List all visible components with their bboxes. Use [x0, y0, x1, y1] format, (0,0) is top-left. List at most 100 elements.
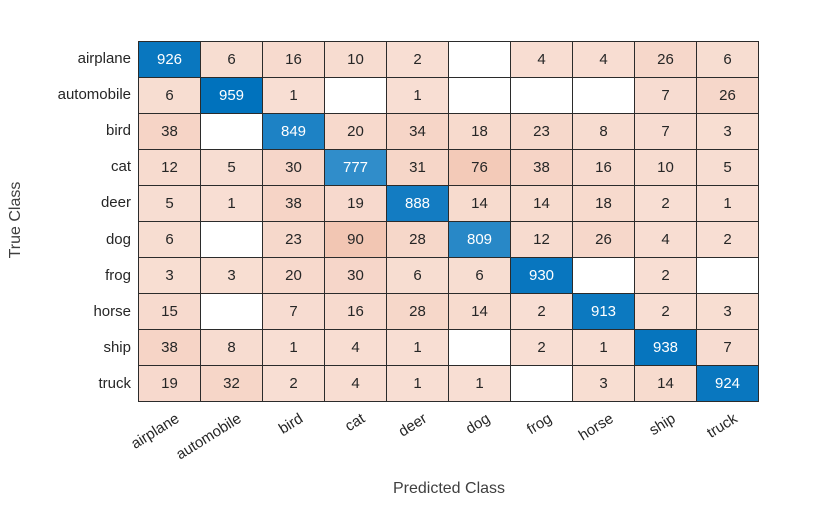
- matrix-cell: 1: [262, 77, 325, 114]
- matrix-row: 38 849 20 34 18 23 8 7 3: [138, 113, 759, 150]
- col-tick-label: horse: [575, 410, 617, 445]
- matrix-cell: [572, 77, 635, 114]
- matrix-row: 5 1 38 19 888 14 14 18 2 1: [138, 185, 759, 222]
- matrix-cell: 6: [200, 41, 263, 78]
- matrix-cell: 1: [200, 185, 263, 222]
- matrix-cell: [448, 77, 511, 114]
- matrix-cell: 26: [572, 221, 635, 258]
- matrix-cell: 2: [696, 221, 759, 258]
- matrix-cell: 34: [386, 113, 449, 150]
- matrix-cell: 1: [386, 77, 449, 114]
- matrix-cell: 1: [386, 365, 449, 402]
- matrix-cell: [448, 329, 511, 366]
- matrix-cell: [572, 257, 635, 294]
- matrix-cell: 12: [510, 221, 573, 258]
- x-axis-title: Predicted Class: [392, 480, 506, 497]
- matrix-cell: 959: [200, 77, 263, 114]
- matrix-cell: 6: [696, 41, 759, 78]
- col-tick-label: dog: [462, 410, 493, 438]
- matrix-cell: 1: [572, 329, 635, 366]
- matrix-cell: 7: [696, 329, 759, 366]
- matrix-cell: 16: [262, 41, 325, 78]
- matrix-cell: 8: [572, 113, 635, 150]
- col-tick-label: frog: [523, 410, 555, 439]
- matrix-cell: 913: [572, 293, 635, 330]
- matrix-cell: 14: [634, 365, 697, 402]
- matrix-cell: 2: [510, 329, 573, 366]
- matrix-cell: 930: [510, 257, 573, 294]
- matrix-cell: 849: [262, 113, 325, 150]
- matrix-cell: 90: [324, 221, 387, 258]
- matrix-cell: 14: [510, 185, 573, 222]
- matrix-cell: 1: [448, 365, 511, 402]
- row-tick-label: ship: [103, 338, 131, 356]
- matrix-cell: 2: [634, 293, 697, 330]
- col-tick-label: truck: [704, 410, 741, 442]
- matrix-row: 19 32 2 4 1 1 3 14 924: [138, 365, 759, 402]
- matrix-cell: [200, 113, 263, 150]
- matrix-cell: 30: [324, 257, 387, 294]
- matrix-cell: 938: [634, 329, 697, 366]
- matrix-cell: 18: [572, 185, 635, 222]
- matrix-cell: [510, 365, 573, 402]
- matrix-cell: 3: [696, 293, 759, 330]
- matrix-cell: 926: [138, 41, 201, 78]
- y-axis-title: True Class: [7, 181, 24, 259]
- matrix-cell: 2: [262, 365, 325, 402]
- matrix-cell: 2: [386, 41, 449, 78]
- matrix-cell: 26: [696, 77, 759, 114]
- row-tick-label: truck: [98, 374, 131, 392]
- matrix-cell: 32: [200, 365, 263, 402]
- matrix-cell: 2: [634, 257, 697, 294]
- matrix-cell: 30: [262, 149, 325, 186]
- matrix-cell: 38: [262, 185, 325, 222]
- matrix-cell: 19: [324, 185, 387, 222]
- matrix-cell: 3: [572, 365, 635, 402]
- matrix-cell: 20: [324, 113, 387, 150]
- matrix-cell: 14: [448, 293, 511, 330]
- col-tick-label: deer: [395, 410, 431, 441]
- matrix-cell: 6: [448, 257, 511, 294]
- row-tick-label: bird: [105, 122, 131, 140]
- matrix-cell: 2: [510, 293, 573, 330]
- matrix-cell: 23: [510, 113, 573, 150]
- matrix-cell: 4: [324, 329, 387, 366]
- matrix-cell: 1: [696, 185, 759, 222]
- matrix-row: 6 959 1 1 7 26: [138, 77, 759, 114]
- matrix-cell: 1: [386, 329, 449, 366]
- matrix-cell: 18: [448, 113, 511, 150]
- matrix-cell: 7: [634, 77, 697, 114]
- matrix-cell: 809: [448, 221, 511, 258]
- matrix-cell: [696, 257, 759, 294]
- row-tick-label: cat: [110, 158, 131, 176]
- matrix-cell: 4: [634, 221, 697, 258]
- matrix-cell: 7: [634, 113, 697, 150]
- matrix-cell: 924: [696, 365, 759, 402]
- matrix-cell: 4: [572, 41, 635, 78]
- matrix-cell: 31: [386, 149, 449, 186]
- matrix-cell: 888: [386, 185, 449, 222]
- matrix-cell: 2: [634, 185, 697, 222]
- row-tick-label: frog: [105, 266, 131, 284]
- confusion-matrix-grid: 926 6 16 10 2 4 4 26 6 6 959 1 1 7 26 38 849 20 34 18 23 8 7 3 1…: [138, 41, 759, 402]
- matrix-cell: 19: [138, 365, 201, 402]
- col-tick-label: airplane: [127, 410, 183, 453]
- matrix-cell: 6: [138, 221, 201, 258]
- row-tick-label: dog: [105, 230, 131, 248]
- matrix-cell: 8: [200, 329, 263, 366]
- col-tick-label: bird: [276, 410, 307, 438]
- matrix-cell: 23: [262, 221, 325, 258]
- row-tick-label: airplane: [77, 50, 131, 67]
- matrix-cell: [200, 293, 263, 330]
- matrix-cell: 10: [324, 41, 387, 78]
- matrix-cell: 76: [448, 149, 511, 186]
- matrix-row: 3 3 20 30 6 6 930 2: [138, 257, 759, 294]
- matrix-cell: [448, 41, 511, 78]
- matrix-row: 15 7 16 28 14 2 913 2 3: [138, 293, 759, 330]
- matrix-row: 12 5 30 777 31 76 38 16 10 5: [138, 149, 759, 186]
- matrix-cell: 20: [262, 257, 325, 294]
- col-tick-label: cat: [342, 410, 369, 436]
- matrix-cell: 5: [138, 185, 201, 222]
- matrix-cell: 28: [386, 293, 449, 330]
- matrix-cell: 14: [448, 185, 511, 222]
